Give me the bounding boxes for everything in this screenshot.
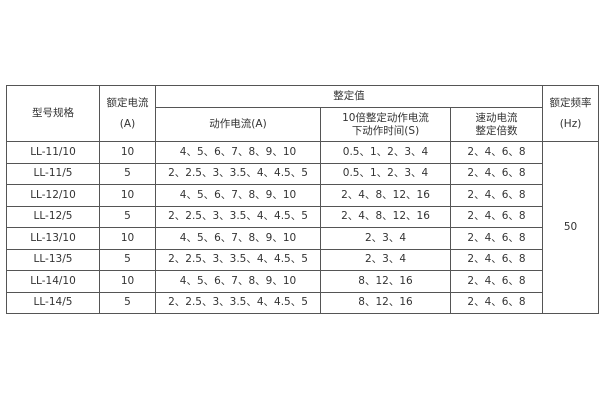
cell-quick: 2、4、6、8	[449, 184, 544, 207]
cell-quick: 2、4、6、8	[449, 270, 544, 293]
table-row: LL-14/10 10 4、5、6、7、8、9、10 8、12、16 2、4、6、8	[6, 270, 599, 293]
cell-model: LL-12/5	[6, 205, 100, 228]
cell-model: LL-13/10	[6, 227, 100, 250]
cell-time: 0.5、1、2、3、4	[320, 141, 451, 164]
cell-time: 2、3、4	[320, 248, 451, 271]
cell-current: 5	[99, 162, 156, 185]
cell-frequency: 50	[542, 141, 600, 314]
cell-action: 4、5、6、7、8、9、10	[155, 270, 321, 293]
cell-action: 4、5、6、7、8、9、10	[155, 184, 321, 207]
cell-action: 2、2.5、3、3.5、4、4.5、5	[155, 291, 321, 314]
cell-model: LL-14/10	[6, 270, 100, 293]
cell-quick: 2、4、6、8	[449, 162, 544, 185]
table-row: LL-14/5 5 2、2.5、3、3.5、4、4.5、5 8、12、16 2、4、6、…	[6, 291, 599, 314]
header-rated-frequency-label: 额定频率	[549, 96, 592, 109]
table-row: LL-13/5 5 2、2.5、3、3.5、4、4.5、5 2、3、4 2、4、6、8	[6, 248, 599, 271]
relay-spec-table: 型号规格 额定电流 (A) 整定值 额定频率 (Hz) 动作电流(A) 10倍整定动…	[6, 85, 600, 314]
header-quick-line2: 整定倍数	[475, 124, 518, 137]
cell-current: 10	[99, 184, 156, 207]
cell-action: 2、2.5、3、3.5、4、4.5、5	[155, 162, 321, 185]
table-row: LL-12/10 10 4、5、6、7、8、9、10 2、4、8、12、16 2、4、6…	[6, 184, 599, 207]
cell-time: 2、4、8、12、16	[320, 205, 451, 228]
cell-current: 10	[99, 227, 156, 250]
header-quick-multiple: 速动电流 整定倍数	[449, 107, 544, 142]
cell-time: 2、4、8、12、16	[320, 184, 451, 207]
cell-action: 2、2.5、3、3.5、4、4.5、5	[155, 248, 321, 271]
cell-model: LL-12/10	[6, 184, 100, 207]
header-rated-current: 额定电流 (A)	[99, 85, 156, 142]
table-row: LL-12/5 5 2、2.5、3、3.5、4、4.5、5 2、4、8、12、16 2、…	[6, 205, 599, 228]
header-model: 型号规格	[6, 85, 100, 142]
cell-time: 8、12、16	[320, 270, 451, 293]
cell-time: 0.5、1、2、3、4	[320, 162, 451, 185]
cell-action: 4、5、6、7、8、9、10	[155, 141, 321, 164]
header-setting-value: 整定值	[154, 85, 544, 108]
cell-current: 5	[99, 291, 156, 314]
table-row: LL-11/10 10 4、5、6、7、8、9、10 0.5、1、2、3、4 2、4、6…	[6, 141, 600, 314]
cell-quick: 2、4、6、8	[449, 291, 544, 314]
cell-model: LL-11/5	[6, 162, 100, 185]
cell-model: LL-13/5	[6, 248, 100, 271]
table-row: LL-13/10 10 4、5、6、7、8、9、10 2、3、4 2、4、6、8	[6, 227, 599, 250]
cell-quick: 2、4、6、8	[449, 205, 544, 228]
cell-quick: 2、4、6、8	[449, 248, 544, 271]
cell-action: 4、5、6、7、8、9、10	[155, 227, 321, 250]
header-rated-current-unit: (A)	[119, 117, 136, 130]
header-action-time-line1: 10倍整定动作电流	[342, 111, 429, 124]
cell-current: 5	[99, 205, 156, 228]
table-row: LL-11/5 5 2、2.5、3、3.5、4、4.5、5 0.5、1、2、3、4 2、…	[6, 162, 599, 185]
cell-current: 5	[99, 248, 156, 271]
cell-time: 8、12、16	[320, 291, 451, 314]
cell-current: 10	[99, 270, 156, 293]
header-rated-frequency-unit: (Hz)	[559, 117, 582, 130]
header-action-time-line2: 下动作时间(S)	[351, 124, 420, 137]
cell-quick: 2、4、6、8	[449, 141, 544, 164]
cell-action: 2、2.5、3、3.5、4、4.5、5	[155, 205, 321, 228]
header-action-current: 动作电流(A)	[155, 107, 321, 142]
header-quick-line1: 速动电流	[475, 111, 518, 124]
header-rated-current-label: 额定电流	[106, 96, 149, 109]
cell-time: 2、3、4	[320, 227, 451, 250]
cell-current: 10	[99, 141, 156, 164]
header-rated-frequency: 额定频率 (Hz)	[542, 85, 600, 142]
cell-model: LL-11/10	[6, 141, 100, 164]
header-action-time: 10倍整定动作电流 下动作时间(S)	[320, 107, 451, 142]
cell-model: LL-14/5	[6, 291, 100, 314]
cell-quick: 2、4、6、8	[449, 227, 544, 250]
